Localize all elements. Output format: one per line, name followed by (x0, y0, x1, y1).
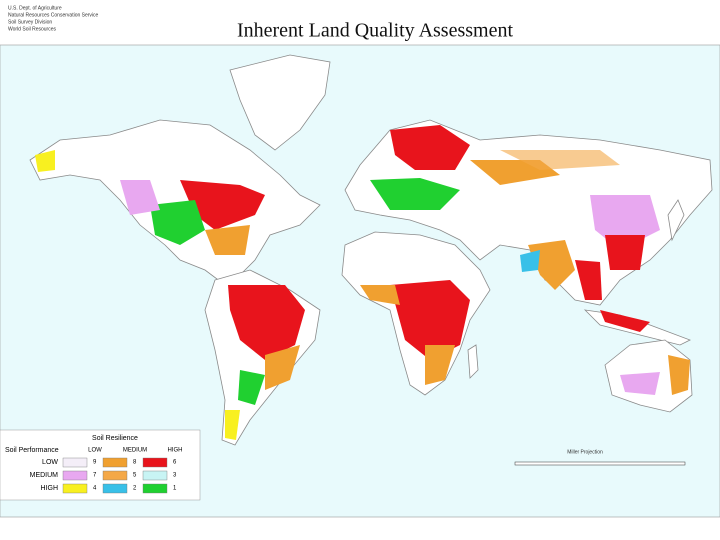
soil-patch (360, 285, 400, 305)
legend-swatch (142, 457, 168, 468)
scale-bar: Miller Projection (514, 449, 686, 466)
soil-patch (425, 345, 455, 385)
soil-patch (238, 370, 265, 405)
legend-class-number: 5 (133, 473, 137, 479)
legend-row-label: MEDIUM (30, 472, 59, 479)
legend-swatch (62, 457, 88, 468)
legend-swatch (142, 470, 168, 481)
legend-class-number: 4 (93, 486, 97, 492)
soil-patch (225, 410, 240, 440)
soil-patch (390, 125, 470, 170)
soil-patch (620, 372, 660, 395)
soil-patch (120, 180, 160, 215)
soil-patch (500, 150, 620, 170)
soil-patch (575, 260, 602, 300)
legend-swatch (62, 470, 88, 481)
agency-line: World Soil Resources (8, 26, 56, 32)
soil-patch (35, 150, 55, 172)
legend-row-label: LOW (42, 459, 58, 466)
agency-line: U.S. Dept. of Agriculture (8, 5, 62, 11)
soil-patches (35, 125, 690, 440)
legend-swatch (102, 483, 128, 494)
legend-row-label: HIGH (41, 485, 59, 492)
projection-label: Miller Projection (567, 449, 603, 455)
legend-swatch (102, 457, 128, 468)
legend-class-number: 2 (133, 486, 137, 492)
legend-column-label: LOW (88, 448, 102, 454)
legend-swatch (142, 483, 168, 494)
soil-patch (205, 225, 250, 255)
soil-patch (180, 180, 265, 230)
legend: Soil Resilience Soil Performance LOW MEDI… (0, 429, 201, 501)
legend-class-number: 3 (173, 473, 177, 479)
japan (667, 199, 685, 242)
greenland (229, 54, 331, 151)
soil-patch (520, 250, 540, 272)
soil-patch (265, 345, 300, 390)
legend-swatch (102, 470, 128, 481)
soil-patch (600, 310, 650, 332)
legend-column-label: MEDIUM (123, 448, 147, 454)
map-title: Inherent Land Quality Assessment (237, 20, 513, 42)
soil-patch (390, 280, 470, 360)
scale-rule (514, 461, 686, 466)
soil-patch (370, 178, 460, 210)
legend-swatch (62, 483, 88, 494)
legend-class-number: 7 (93, 473, 97, 479)
agency-line: Soil Survey Division (8, 19, 52, 25)
legend-title: Soil Resilience (92, 435, 138, 442)
legend-class-number: 1 (173, 486, 177, 492)
agency-line: Natural Resources Conservation Service (8, 12, 99, 18)
soil-patch (228, 285, 305, 360)
map (0, 44, 720, 518)
madagascar (467, 344, 479, 379)
soil-patch (150, 200, 205, 245)
legend-class-number: 6 (173, 460, 177, 466)
soil-patch (605, 235, 645, 270)
legend-class-number: 9 (93, 460, 97, 466)
legend-column-label: HIGH (168, 448, 183, 454)
legend-row-title: Soil Performance (5, 447, 59, 454)
legend-class-number: 8 (133, 460, 137, 466)
soil-patch (668, 355, 690, 395)
